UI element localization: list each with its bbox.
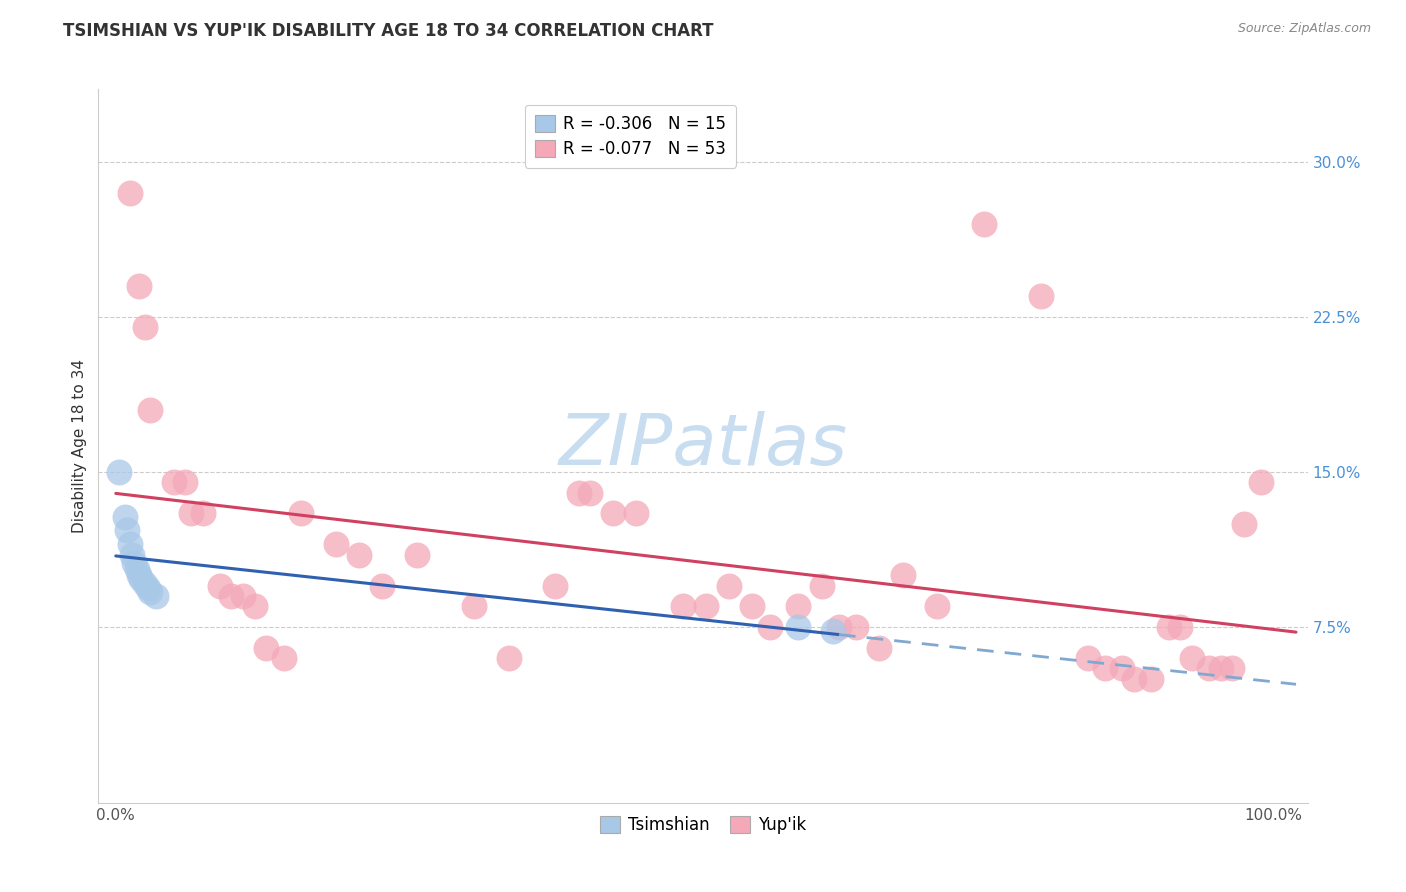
- Point: [1181, 651, 1204, 665]
- Point: [1031, 289, 1053, 303]
- Point: [787, 620, 810, 634]
- Point: [108, 465, 131, 479]
- Point: [243, 599, 266, 614]
- Point: [1077, 651, 1099, 665]
- Point: [718, 579, 741, 593]
- Point: [1209, 661, 1232, 675]
- Point: [134, 576, 156, 591]
- Point: [129, 573, 152, 587]
- Point: [232, 589, 254, 603]
- Text: TSIMSHIAN VS YUP'IK DISABILITY AGE 18 TO 34 CORRELATION CHART: TSIMSHIAN VS YUP'IK DISABILITY AGE 18 TO…: [63, 22, 714, 40]
- Point: [828, 620, 851, 634]
- Point: [221, 589, 243, 603]
- Point: [1198, 661, 1220, 675]
- Point: [579, 485, 602, 500]
- Point: [927, 599, 949, 614]
- Point: [118, 537, 141, 551]
- Point: [139, 402, 162, 417]
- Point: [290, 506, 312, 520]
- Point: [810, 579, 832, 593]
- Point: [787, 599, 810, 614]
- Point: [180, 506, 202, 520]
- Point: [602, 506, 624, 520]
- Point: [758, 620, 780, 634]
- Point: [125, 562, 148, 576]
- Point: [1168, 620, 1191, 634]
- Point: [891, 568, 914, 582]
- Text: Source: ZipAtlas.com: Source: ZipAtlas.com: [1237, 22, 1371, 36]
- Point: [134, 320, 156, 334]
- Point: [325, 537, 347, 551]
- Point: [1140, 672, 1163, 686]
- Point: [208, 579, 231, 593]
- Point: [1094, 661, 1116, 675]
- Text: ZIPatlas: ZIPatlas: [558, 411, 848, 481]
- Point: [845, 620, 868, 634]
- Point: [463, 599, 485, 614]
- Point: [1233, 516, 1256, 531]
- Point: [371, 579, 394, 593]
- Point: [544, 579, 567, 593]
- Y-axis label: Disability Age 18 to 34: Disability Age 18 to 34: [72, 359, 87, 533]
- Point: [626, 506, 648, 520]
- Point: [174, 475, 197, 490]
- Point: [405, 548, 427, 562]
- Point: [128, 278, 150, 293]
- Point: [136, 581, 159, 595]
- Point: [273, 651, 295, 665]
- Point: [124, 556, 146, 570]
- Point: [1250, 475, 1272, 490]
- Point: [139, 584, 162, 599]
- Point: [347, 548, 370, 562]
- Legend: Tsimshian, Yup'ik: Tsimshian, Yup'ik: [589, 806, 817, 845]
- Point: [1157, 620, 1180, 634]
- Point: [672, 599, 695, 614]
- Point: [1222, 661, 1244, 675]
- Point: [973, 217, 995, 231]
- Point: [191, 506, 214, 520]
- Point: [114, 510, 136, 524]
- Point: [118, 186, 141, 200]
- Point: [1111, 661, 1133, 675]
- Point: [254, 640, 277, 655]
- Point: [823, 624, 845, 639]
- Point: [741, 599, 763, 614]
- Point: [162, 475, 184, 490]
- Point: [145, 589, 167, 603]
- Point: [117, 523, 139, 537]
- Point: [121, 548, 143, 562]
- Point: [128, 568, 150, 582]
- Point: [498, 651, 520, 665]
- Point: [1123, 672, 1146, 686]
- Point: [695, 599, 717, 614]
- Point: [869, 640, 891, 655]
- Point: [568, 485, 591, 500]
